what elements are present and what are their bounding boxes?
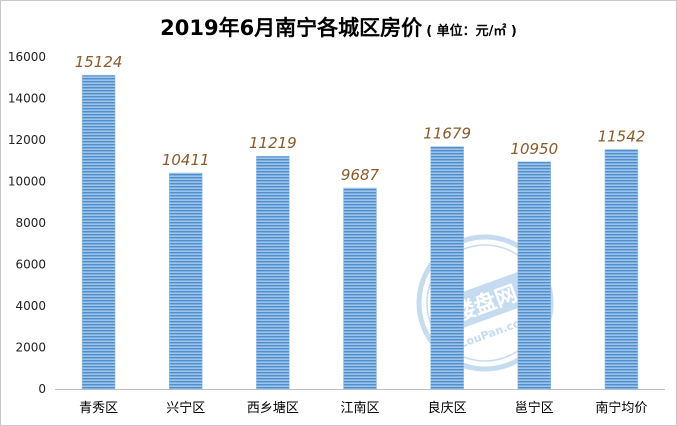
bar	[604, 149, 639, 390]
y-tick-label: 14000	[8, 92, 46, 106]
value-label: 11219	[249, 134, 297, 152]
category-label: 南宁均价	[595, 400, 647, 416]
bar	[430, 146, 464, 390]
bar	[168, 172, 203, 390]
y-tick-label: 4000	[15, 299, 46, 313]
y-axis: 0 2000 4000 6000 8000 10000 12000 14000 16000	[8, 50, 46, 396]
category-label: 江南区	[340, 400, 379, 416]
y-tick-label: 0	[38, 382, 46, 396]
bar	[256, 155, 290, 390]
value-label: 10950	[510, 140, 558, 158]
category-labels: 青秀区 兴宁区 西乡塘区 江南区 良庆区 邕宁区 南宁均价	[79, 400, 647, 416]
value-label: 9687	[341, 166, 380, 184]
bar	[343, 187, 377, 390]
category-label: 青秀区	[79, 401, 118, 416]
chart-title: 2019年6月南宁各城区房价	[160, 16, 423, 40]
y-tick-label: 10000	[8, 175, 46, 189]
bar	[81, 74, 116, 390]
category-label: 西乡塘区	[247, 400, 299, 416]
category-label: 兴宁区	[166, 400, 205, 416]
category-label: 邕宁区	[515, 400, 554, 416]
value-label: 15124	[75, 53, 123, 71]
value-label: 11542	[598, 128, 646, 146]
y-tick-label: 12000	[8, 133, 46, 147]
value-labels: 15124 10411 11219 9687 11679 10950 11542	[75, 53, 646, 184]
value-label: 11679	[423, 125, 471, 143]
y-tick-label: 8000	[15, 216, 46, 230]
chart-subtitle: ( 单位：元/㎡ )	[426, 24, 517, 39]
y-tick-label: 6000	[15, 258, 46, 272]
bar	[517, 161, 552, 390]
y-tick-label: 2000	[15, 341, 46, 355]
y-tick-label: 16000	[8, 50, 46, 64]
chart-title-row: 2019年6月南宁各城区房价( 单位：元/㎡ )	[0, 12, 677, 42]
category-label: 良庆区	[428, 400, 467, 416]
value-label: 10411	[162, 151, 210, 169]
bars	[81, 74, 639, 390]
